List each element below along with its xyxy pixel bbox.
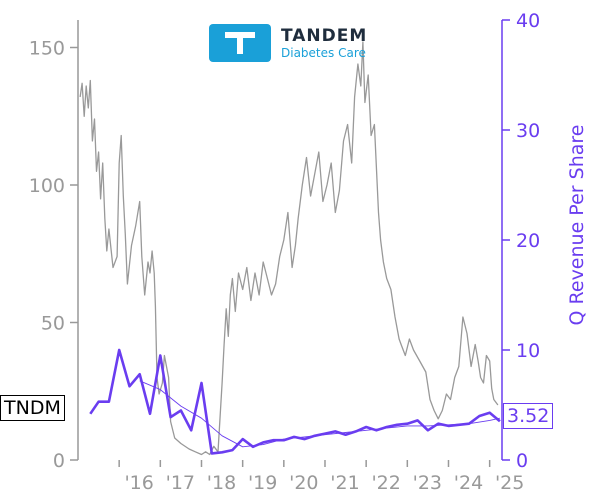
- x-tick-label: '21: [330, 472, 359, 494]
- x-tick-label: '19: [248, 472, 277, 494]
- x-tick-label: '16: [124, 472, 153, 494]
- company-logo: TANDEM Diabetes Care: [209, 24, 367, 62]
- revenue-line: [89, 348, 501, 455]
- x-tick-label: '17: [166, 472, 195, 494]
- right-tick-label: 20: [516, 230, 540, 252]
- right-axis-title: Q Revenue Per Share: [566, 125, 588, 326]
- left-axis: 0 50 100 150: [29, 20, 79, 472]
- x-axis: '16 '17 '18 '19 '20 '21 '22 '23 '24 '25: [118, 460, 524, 494]
- price-line: [79, 41, 499, 456]
- left-tick-label: 150: [29, 38, 65, 60]
- right-tick-label: 30: [516, 120, 540, 142]
- x-tick-label: '23: [413, 472, 442, 494]
- x-tick-label: '20: [289, 472, 318, 494]
- last-value-label: 3.52: [503, 403, 554, 429]
- left-tick-label: 50: [41, 313, 65, 335]
- revenue-trend-line: [139, 380, 500, 448]
- x-tick-label: '18: [207, 472, 236, 494]
- tandem-logo-icon: [209, 24, 271, 62]
- left-tick-label: 0: [53, 450, 65, 472]
- left-tick-label: 100: [29, 175, 65, 197]
- right-tick-label: 0: [516, 450, 528, 472]
- x-tick-label: '25: [495, 472, 524, 494]
- right-axis: 0 10 20 30 40: [501, 10, 540, 472]
- x-tick-label: '22: [371, 472, 400, 494]
- logo-subtitle: Diabetes Care: [281, 45, 366, 60]
- logo-name: TANDEM: [281, 25, 368, 46]
- plot-lines: [79, 41, 501, 456]
- right-tick-label: 10: [516, 340, 540, 362]
- right-tick-label: 40: [516, 10, 540, 32]
- x-tick-label: '24: [454, 472, 483, 494]
- ticker-label: TNDM: [0, 395, 65, 421]
